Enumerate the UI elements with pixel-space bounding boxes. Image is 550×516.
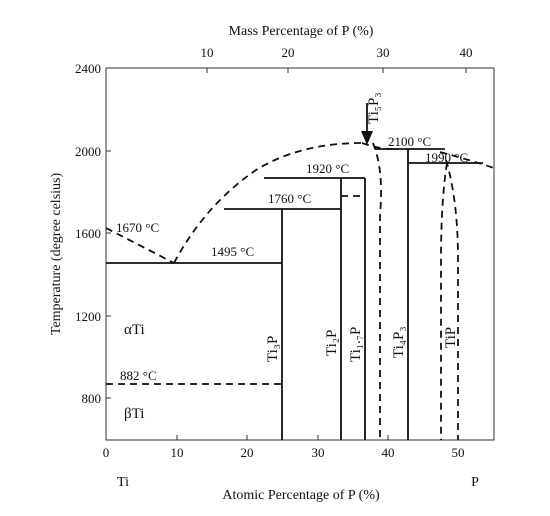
liquidus-right-curve xyxy=(439,151,495,169)
temp-1670-label: 1670 °C xyxy=(116,220,159,235)
phase-labels: αTi βTi Ti₃P Ti₂P Ti₁.₇P Ti₄P₃ TiP Ti₅P₃ xyxy=(124,92,459,422)
temp-1920-label: 1920 °C xyxy=(306,161,349,176)
end-label-p: P xyxy=(471,475,479,490)
bottom-axis-ticks xyxy=(176,435,459,440)
temp-1990-label: 1990 °C xyxy=(425,150,468,165)
liquidus-left-curve xyxy=(173,142,363,264)
temperature-labels: 1670 °C 1495 °C 1760 °C 1920 °C 2100 °C … xyxy=(116,134,468,383)
plot-frame xyxy=(105,67,495,441)
y-tick-label: 1200 xyxy=(75,309,101,324)
y-tick-label: 2400 xyxy=(75,61,101,76)
end-label-ti: Ti xyxy=(117,475,129,490)
left-tick-labels: 800 1200 1600 2000 2400 xyxy=(75,61,101,406)
ti5p3-boundary xyxy=(372,142,382,440)
top-tick-label: 20 xyxy=(282,45,295,60)
y-tick-label: 2000 xyxy=(75,144,101,159)
x-tick-label: 20 xyxy=(241,445,254,460)
ti4p3-label: Ti₄P₃ xyxy=(391,326,407,358)
ti2p-label: Ti₂P xyxy=(324,330,340,356)
beta-ti-label: βTi xyxy=(124,406,144,422)
tip-left-boundary xyxy=(440,162,448,440)
y-tick-label: 800 xyxy=(82,391,102,406)
tip-right-boundary xyxy=(445,159,459,440)
bottom-axis-title: Atomic Percentage of P (%) xyxy=(222,488,380,503)
x-tick-label: 30 xyxy=(312,445,325,460)
liquidus-ti5p3-curve xyxy=(361,142,399,151)
x-tick-label: 50 xyxy=(452,445,465,460)
ti5p3-arrow xyxy=(361,103,373,145)
temp-2100-label: 2100 °C xyxy=(388,134,431,149)
x-tick-label: 10 xyxy=(171,445,184,460)
y-tick-label: 1600 xyxy=(75,226,101,241)
y-axis-title: Temperature (degree celsius) xyxy=(49,173,64,336)
top-tick-label: 30 xyxy=(377,45,390,60)
temp-882-label: 882 °C xyxy=(120,368,157,383)
tip-label: TiP xyxy=(443,327,459,348)
left-axis-ticks xyxy=(106,150,111,399)
x-tick-label: 40 xyxy=(382,445,395,460)
bottom-tick-labels: 0 10 20 30 40 50 xyxy=(103,445,465,460)
ti3p-label: Ti₃P xyxy=(265,336,281,362)
dashed-phase-lines xyxy=(105,142,495,440)
top-tick-labels: 10 20 30 40 xyxy=(201,45,473,60)
ti17p-label: Ti₁.₇P xyxy=(348,327,364,362)
solid-phase-lines xyxy=(106,148,483,440)
alpha-ti-label: αTi xyxy=(124,322,145,338)
temp-1760-label: 1760 °C xyxy=(268,191,311,206)
top-tick-label: 40 xyxy=(460,45,473,60)
x-tick-label: 0 xyxy=(103,445,110,460)
top-axis-title: Mass Percentage of P (%) xyxy=(229,24,374,39)
beta-transus-curve xyxy=(105,227,175,264)
top-axis-ticks xyxy=(206,68,467,73)
top-tick-label: 10 xyxy=(201,45,214,60)
ti5p3-label: Ti₅P₃ xyxy=(366,92,382,124)
temp-1495-label: 1495 °C xyxy=(211,244,254,259)
